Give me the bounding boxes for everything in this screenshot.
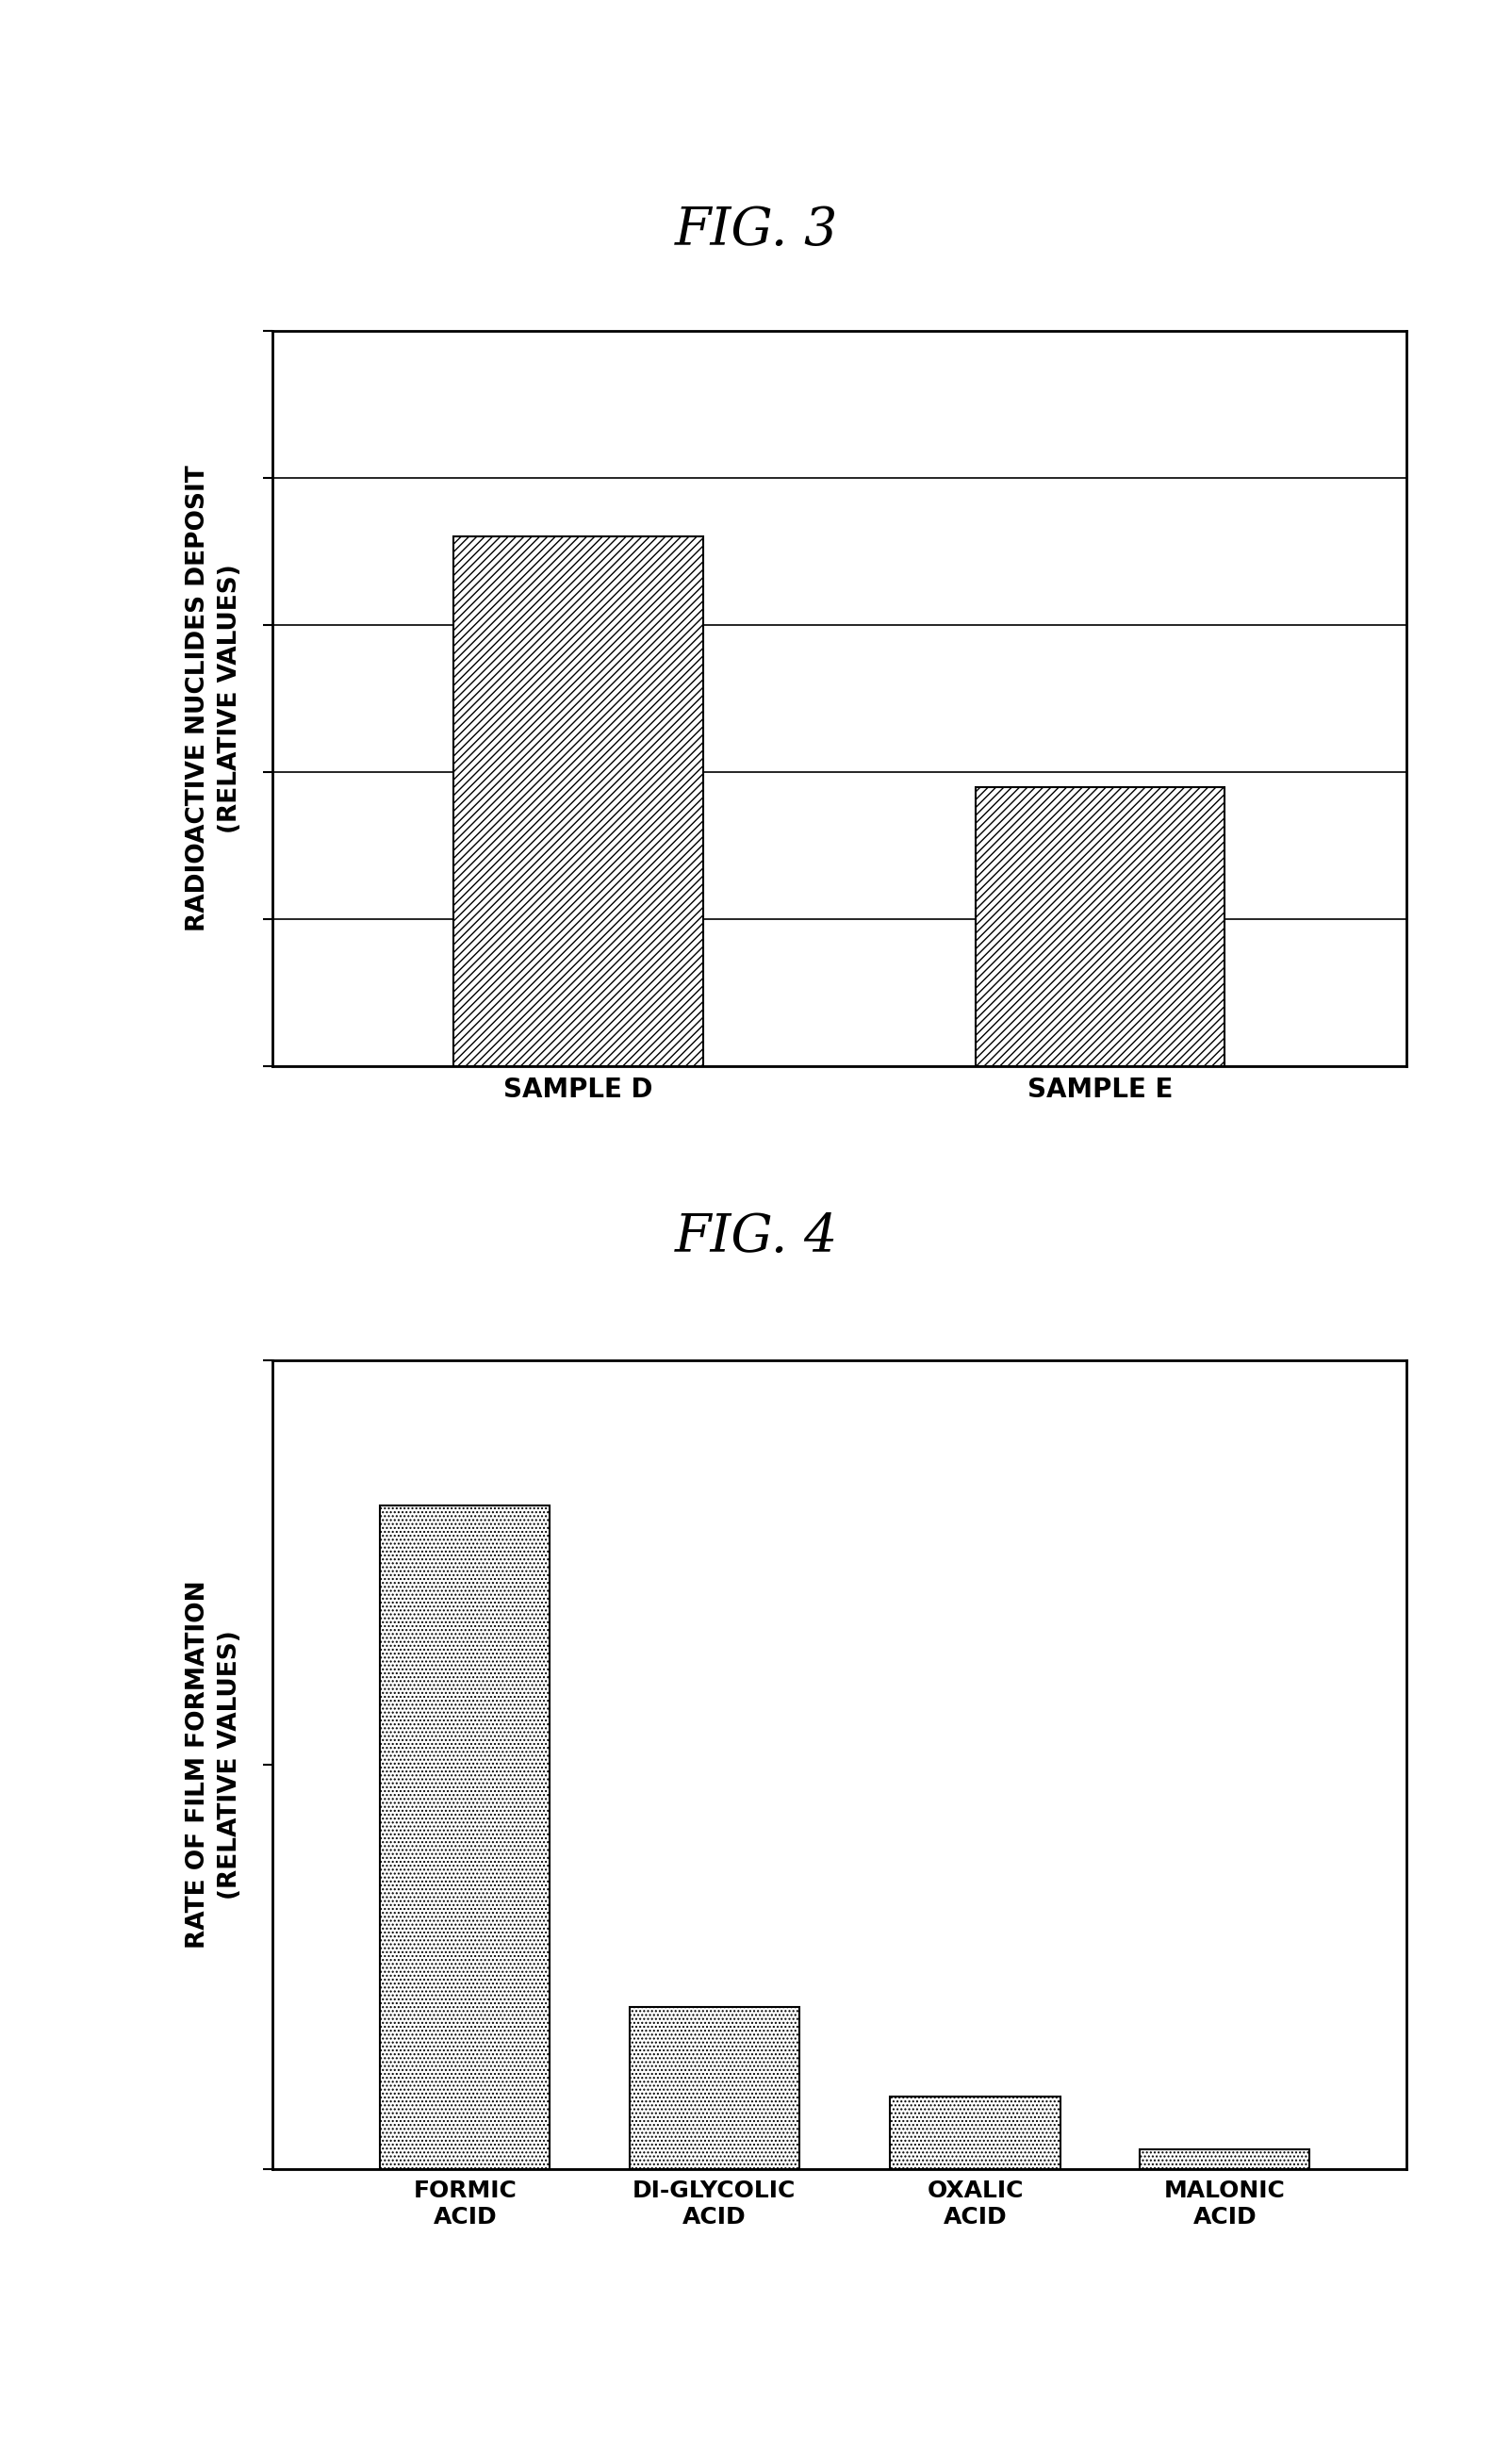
Bar [1140,2150,1309,2169]
Bar [454,537,703,1066]
Y-axis label: RATE OF FILM FORMATION
(RELATIVE VALUES): RATE OF FILM FORMATION (RELATIVE VALUES) [186,1581,242,1949]
Text: FIG. 4: FIG. 4 [674,1211,838,1265]
Bar [380,1505,550,2169]
Bar [629,2007,800,2169]
Bar [975,787,1225,1066]
Bar [891,2096,1060,2169]
Y-axis label: RADIOACTIVE NUCLIDES DEPOSIT
(RELATIVE VALUES): RADIOACTIVE NUCLIDES DEPOSIT (RELATIVE V… [186,466,242,931]
Text: FIG. 3: FIG. 3 [674,203,838,257]
